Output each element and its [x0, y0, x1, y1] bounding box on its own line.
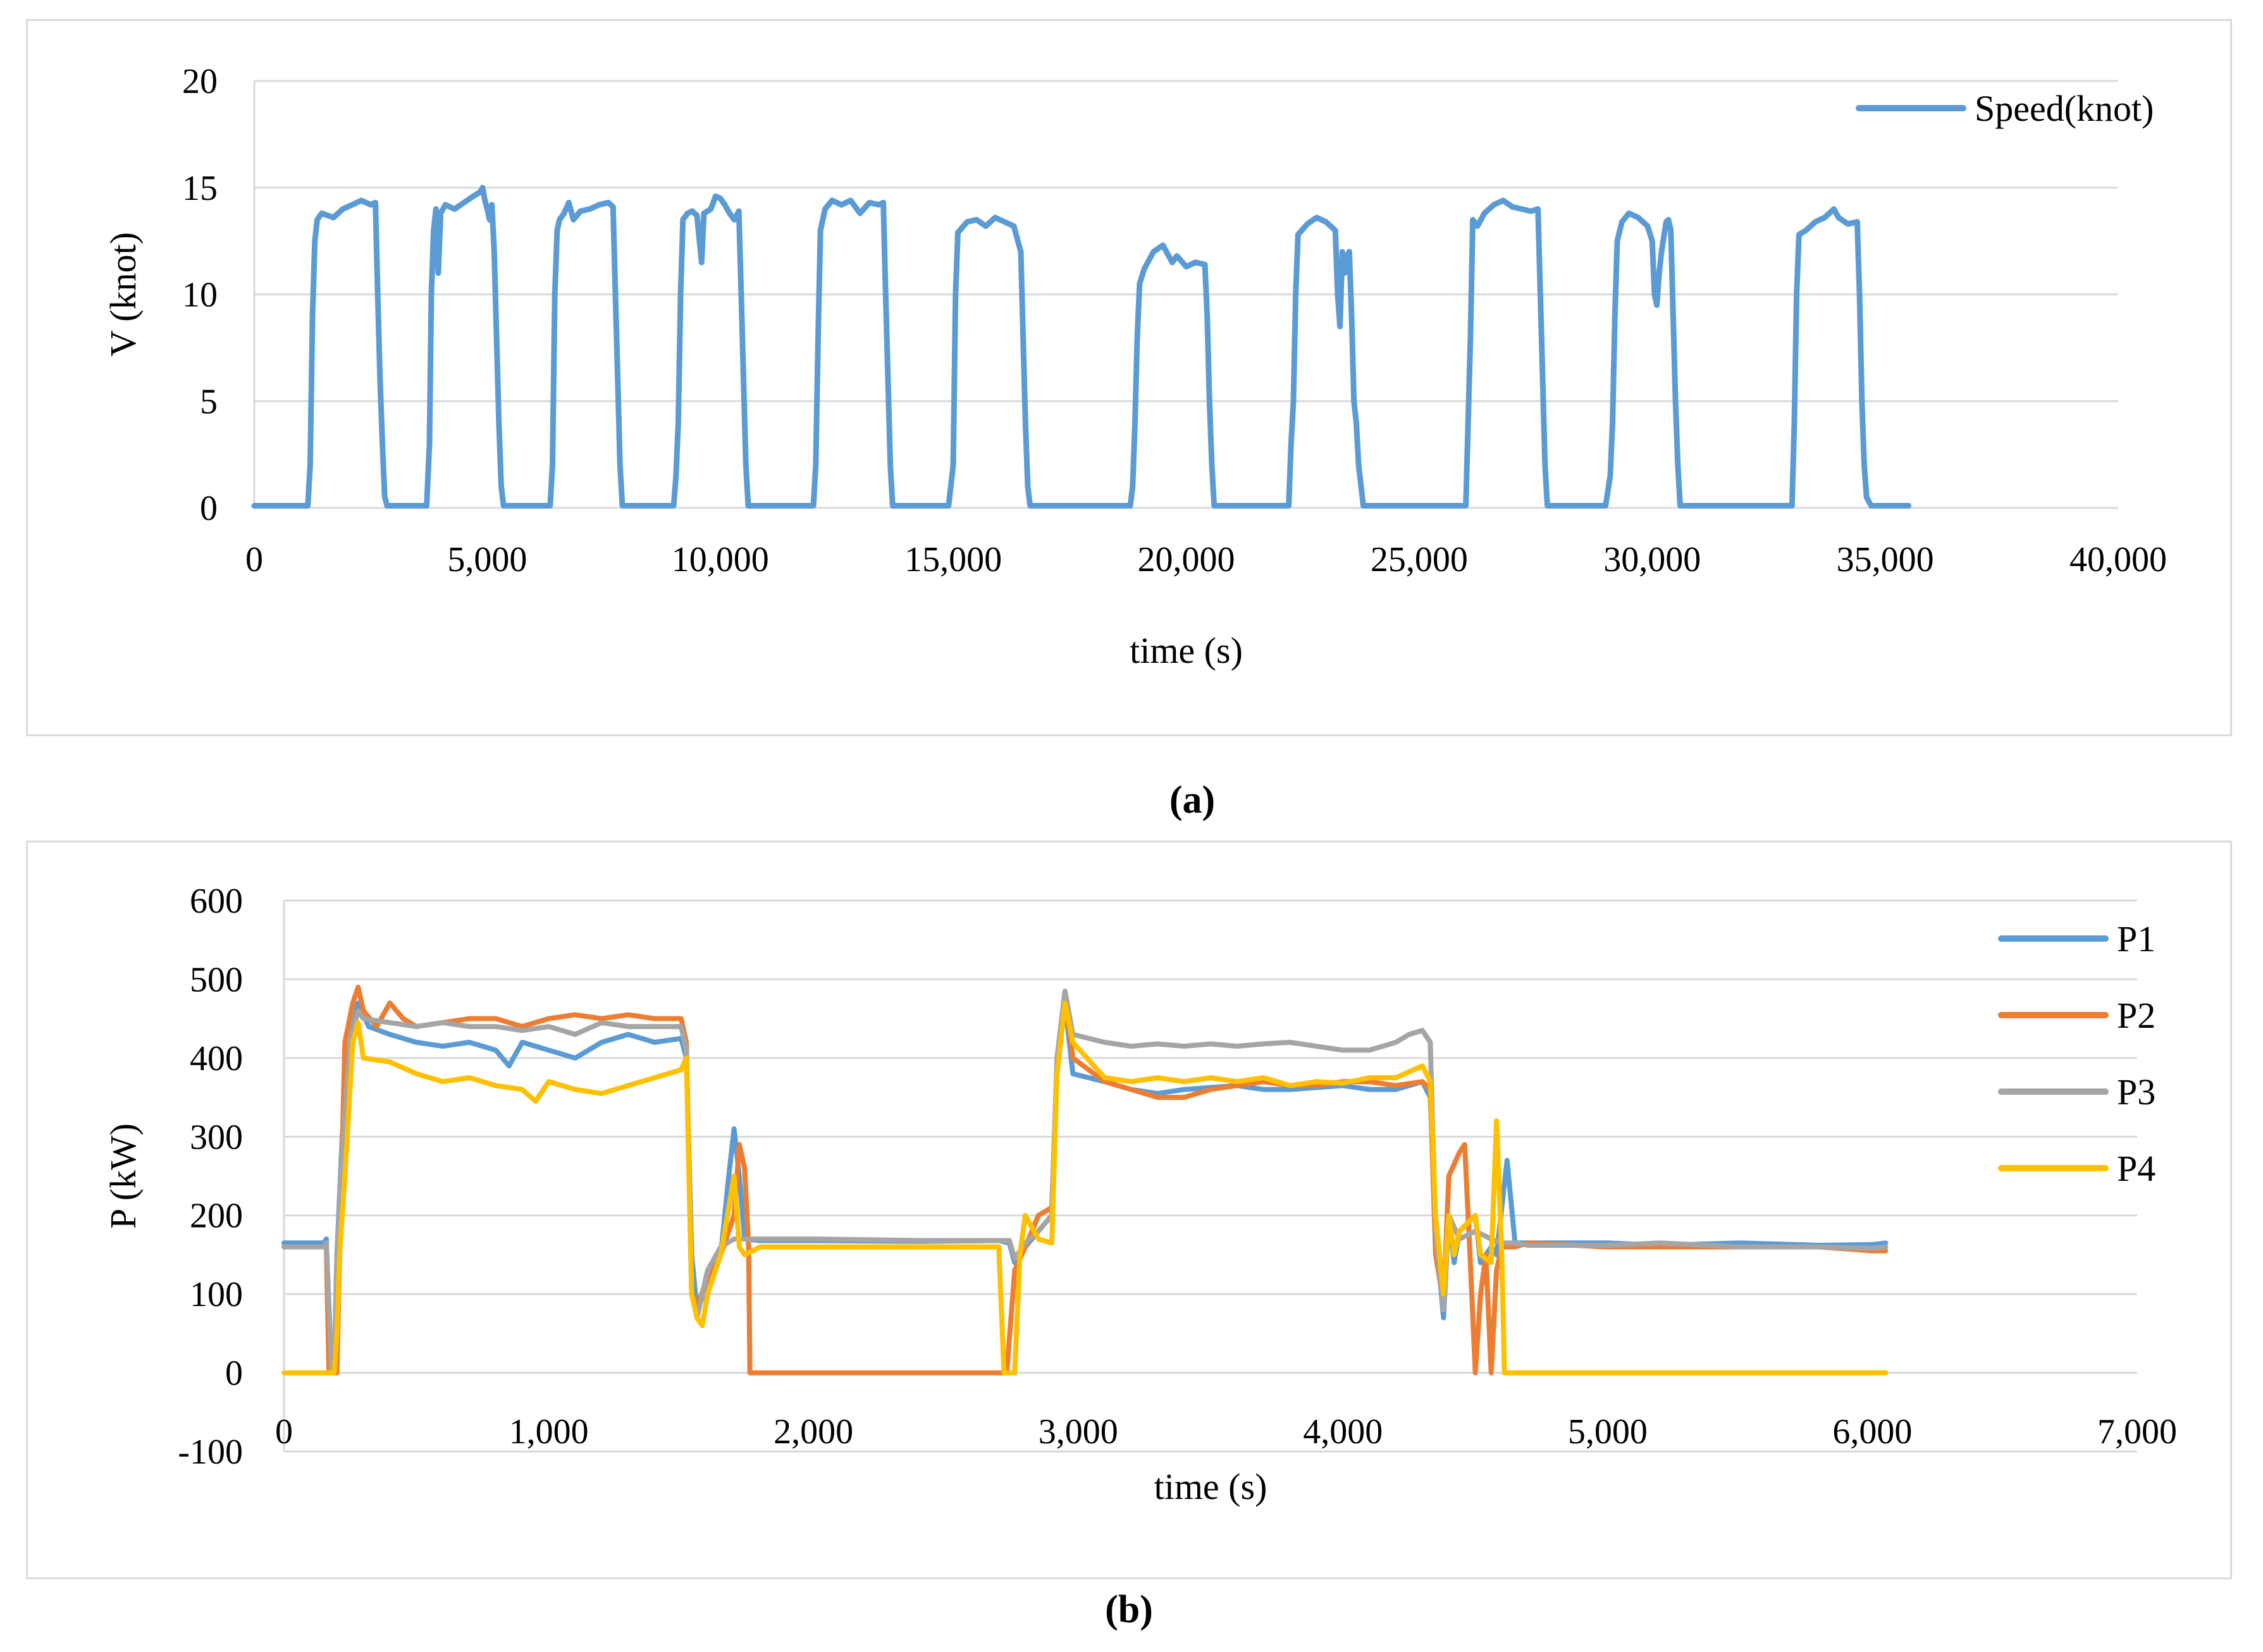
chart-a-panel: 0 5 10 15 20 0 5,000 10,000 15,000 20,000 25,000 30…: [26, 19, 2232, 736]
chart-b-svg: -100 0 100 200 300 400 500 600 0 1,000 2,000 3,000 4…: [102, 882, 2177, 1507]
y-axis-title: P (kW): [102, 1123, 144, 1229]
x-tick-label: 25,000: [1371, 540, 1468, 579]
caption-b: (b): [1105, 1588, 1153, 1631]
y-tick-label: 15: [182, 169, 218, 208]
x-tick-label: 35,000: [1837, 540, 1934, 579]
y-tick-label: 100: [190, 1275, 243, 1314]
y-tick-label: -100: [178, 1433, 243, 1472]
legend-label: P2: [2117, 995, 2155, 1036]
y-tick-label: 300: [190, 1118, 243, 1157]
y-tick-label: 5: [200, 382, 218, 421]
x-tick-label: 2,000: [774, 1412, 853, 1452]
chart-a-svg: 0 5 10 15 20 0 5,000 10,000 15,000 20,000 25,000 30…: [102, 62, 2167, 671]
y-tick-label: 500: [190, 960, 243, 999]
legend-label: P3: [2117, 1071, 2155, 1113]
chart-b-panel: -100 0 100 200 300 400 500 600 0 1,000 2,000 3,000 4…: [26, 841, 2232, 1579]
y-axis-title: V (knot): [102, 232, 144, 357]
x-tick-label: 10,000: [672, 540, 769, 579]
legend-label: P4: [2117, 1148, 2155, 1189]
x-tick-label: 6,000: [1832, 1412, 1912, 1452]
y-tick-label: 400: [190, 1039, 243, 1078]
x-tick-label: 15,000: [904, 540, 1002, 579]
series-line-p4: [281, 1000, 1889, 1376]
y-tick-label: 10: [182, 276, 218, 315]
x-tick-label: 3,000: [1039, 1412, 1118, 1452]
x-axis-title: time (s): [1130, 630, 1243, 671]
y-tick-label: 0: [225, 1354, 243, 1393]
y-tick-label: 200: [190, 1197, 243, 1236]
caption-a: (a): [1169, 779, 1216, 822]
x-tick-label: 0: [275, 1412, 293, 1452]
x-tick-label: 5,000: [447, 540, 527, 579]
x-tick-label: 7,000: [2097, 1412, 2177, 1452]
x-tick-label: 5,000: [1568, 1412, 1648, 1452]
x-axis-title: time (s): [1154, 1466, 1267, 1507]
x-tick-label: 30,000: [1603, 540, 1701, 579]
series-line-speed-knot-: [251, 185, 1911, 509]
legend-label: P1: [2117, 918, 2155, 959]
y-tick-label: 20: [182, 62, 218, 101]
y-tick-label: 0: [200, 489, 218, 528]
legend-label: Speed(knot): [1975, 88, 2154, 129]
x-tick-label: 1,000: [509, 1412, 589, 1452]
x-tick-label: 40,000: [2069, 540, 2167, 579]
x-tick-label: 20,000: [1138, 540, 1235, 579]
x-tick-label: 0: [245, 540, 263, 579]
y-tick-label: 600: [190, 882, 243, 921]
x-tick-label: 4,000: [1303, 1412, 1383, 1452]
series-line-p3: [281, 989, 1889, 1372]
